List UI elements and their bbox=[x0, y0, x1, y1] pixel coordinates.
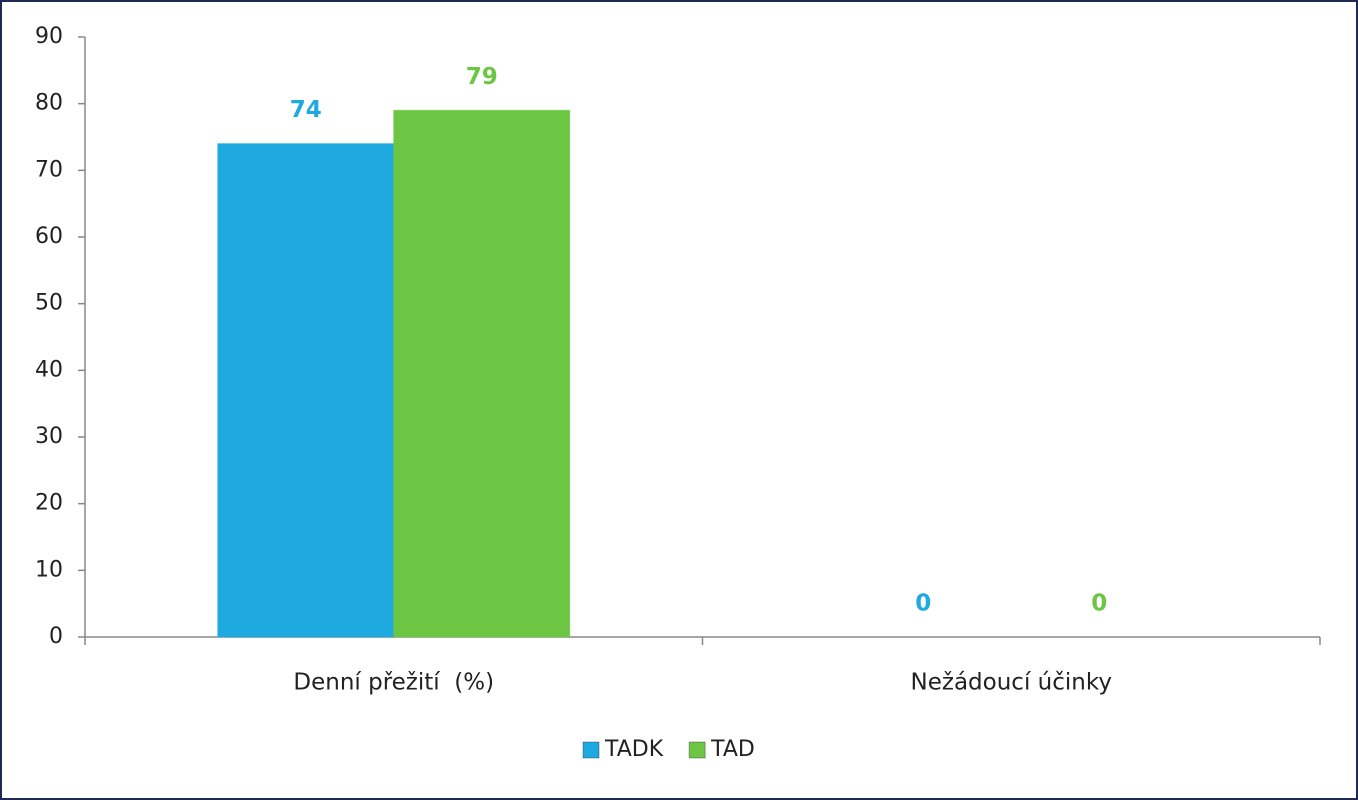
x-tick-label: Nežádoucí účinky bbox=[911, 670, 1112, 696]
y-tick-label: 40 bbox=[35, 357, 63, 382]
y-tick-label: 30 bbox=[35, 424, 63, 449]
bar bbox=[217, 143, 395, 638]
y-tick-label: 60 bbox=[35, 224, 63, 249]
legend-swatch bbox=[582, 741, 600, 759]
y-tick-label: 80 bbox=[35, 91, 63, 116]
value-label: 0 bbox=[915, 591, 931, 617]
y-tick-label: 50 bbox=[35, 291, 63, 316]
legend-label: TADK bbox=[604, 737, 664, 762]
legend-label: TAD bbox=[710, 737, 755, 762]
y-tick-label: 0 bbox=[49, 624, 63, 649]
value-label: 74 bbox=[290, 97, 322, 123]
y-tick-label: 90 bbox=[35, 24, 63, 49]
bar bbox=[393, 109, 571, 638]
legend-swatch bbox=[688, 741, 706, 759]
y-tick-label: 10 bbox=[35, 557, 63, 582]
y-tick-label: 70 bbox=[35, 157, 63, 182]
value-label: 79 bbox=[466, 64, 498, 90]
value-label: 0 bbox=[1091, 591, 1107, 617]
y-tick-label: 20 bbox=[35, 491, 63, 516]
x-tick-label: Denní přežití (%) bbox=[293, 670, 494, 696]
